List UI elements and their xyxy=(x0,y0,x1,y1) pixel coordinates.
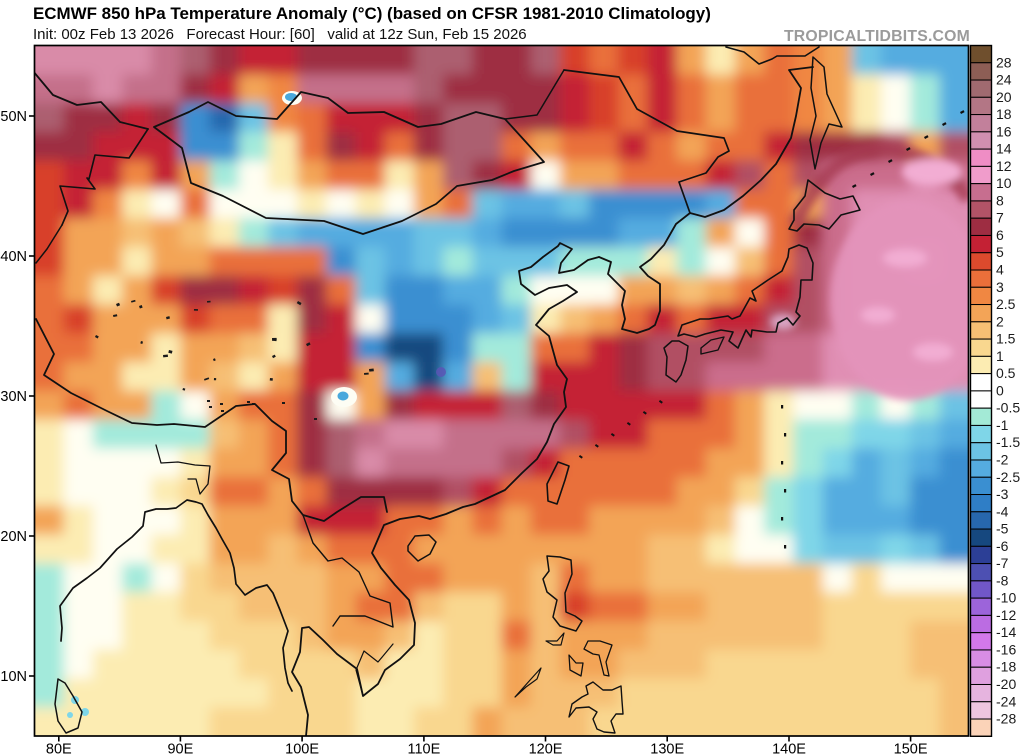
svg-text:0.5: 0.5 xyxy=(996,365,1016,381)
svg-text:16: 16 xyxy=(996,123,1012,139)
svg-text:1.5: 1.5 xyxy=(996,331,1016,347)
svg-text:-2: -2 xyxy=(996,452,1009,468)
svg-text:-2.5: -2.5 xyxy=(996,469,1020,485)
svg-text:Init: 00z Feb 13 2026 Foreca: Init: 00z Feb 13 2026 Forecast Hour: [60… xyxy=(33,26,527,43)
svg-text:-5: -5 xyxy=(996,521,1009,537)
svg-text:TROPICALTIDBITS.COM: TROPICALTIDBITS.COM xyxy=(784,28,970,45)
svg-text:-18: -18 xyxy=(996,659,1016,675)
svg-text:110E: 110E xyxy=(408,742,441,756)
svg-text:-12: -12 xyxy=(996,607,1016,623)
svg-text:120E: 120E xyxy=(529,742,563,756)
svg-text:-20: -20 xyxy=(996,676,1016,692)
svg-text:-3: -3 xyxy=(996,486,1009,502)
svg-text:130E: 130E xyxy=(650,742,684,756)
svg-text:24: 24 xyxy=(996,72,1012,88)
svg-text:10N: 10N xyxy=(0,669,27,685)
svg-text:2: 2 xyxy=(996,313,1004,329)
svg-text:-16: -16 xyxy=(996,641,1016,657)
svg-text:-4: -4 xyxy=(996,503,1009,519)
svg-text:-7: -7 xyxy=(996,555,1009,571)
svg-text:-0.5: -0.5 xyxy=(996,400,1020,416)
svg-text:6: 6 xyxy=(996,227,1004,243)
svg-text:-28: -28 xyxy=(996,711,1016,727)
svg-text:7: 7 xyxy=(996,210,1004,226)
svg-text:-8: -8 xyxy=(996,572,1009,588)
svg-text:ECMWF 850 hPa Temperature Anom: ECMWF 850 hPa Temperature Anomaly (°C) (… xyxy=(33,4,711,23)
svg-text:18: 18 xyxy=(996,106,1012,122)
svg-text:50N: 50N xyxy=(0,109,27,125)
svg-text:-1: -1 xyxy=(996,417,1009,433)
svg-text:2.5: 2.5 xyxy=(996,296,1016,312)
svg-text:1: 1 xyxy=(996,348,1004,364)
svg-text:3: 3 xyxy=(996,279,1004,295)
svg-text:8: 8 xyxy=(996,192,1004,208)
svg-text:10: 10 xyxy=(996,175,1012,191)
svg-text:14: 14 xyxy=(996,141,1012,157)
svg-text:-1.5: -1.5 xyxy=(996,434,1020,450)
svg-text:90E: 90E xyxy=(167,742,193,756)
svg-text:12: 12 xyxy=(996,158,1012,174)
svg-text:4: 4 xyxy=(996,262,1004,278)
svg-text:-24: -24 xyxy=(996,693,1016,709)
svg-text:0: 0 xyxy=(996,382,1004,398)
svg-text:150E: 150E xyxy=(894,742,928,756)
svg-text:20: 20 xyxy=(996,89,1012,105)
svg-text:5: 5 xyxy=(996,244,1004,260)
svg-text:80E: 80E xyxy=(46,742,72,756)
svg-text:40N: 40N xyxy=(0,249,27,265)
svg-text:-14: -14 xyxy=(996,624,1016,640)
svg-text:-10: -10 xyxy=(996,590,1016,606)
svg-text:30N: 30N xyxy=(0,389,27,405)
svg-text:-6: -6 xyxy=(996,538,1009,554)
svg-text:140E: 140E xyxy=(772,742,806,756)
svg-text:100E: 100E xyxy=(285,742,319,756)
svg-text:28: 28 xyxy=(996,54,1012,70)
svg-text:20N: 20N xyxy=(0,529,27,545)
